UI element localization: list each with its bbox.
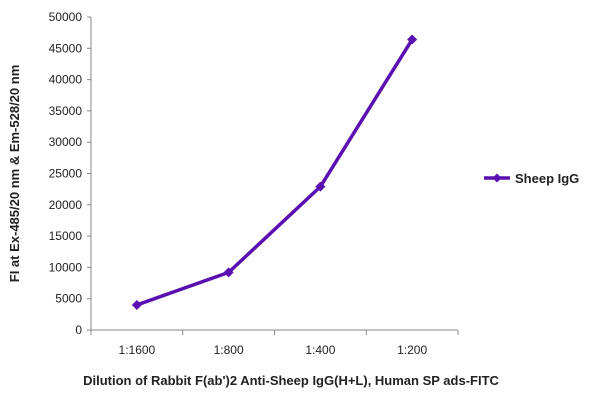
legend-marker-swatch [492,173,502,183]
y-tick-label: 30000 [49,135,83,149]
y-tick-label: 50000 [49,10,83,24]
x-tick-label: 1:1600 [119,343,156,357]
x-tick-label: 1:400 [305,343,335,357]
x-tick-label: 1:800 [214,343,244,357]
y-tick-label: 20000 [49,198,83,212]
series-line [136,38,414,307]
y-tick-label: 45000 [49,41,83,55]
y-tick-label: 15000 [49,229,83,243]
data-point-marker [131,299,142,310]
series-group [131,34,418,310]
legend: Sheep IgG [484,171,579,186]
legend-label: Sheep IgG [515,171,579,186]
data-point-marker [407,34,418,45]
x-axis-title: Dilution of Rabbit F(ab')2 Anti-Sheep Ig… [83,373,499,388]
y-tick-labels: 0 5000 10000 15000 20000 25000 30000 35000 40000… [49,10,91,337]
y-tick-label: 40000 [49,73,83,87]
y-tick-label: 25000 [49,167,83,181]
y-tick-label: 5000 [55,292,82,306]
y-tick-label: 35000 [49,104,83,118]
x-tick-label: 1:200 [397,343,427,357]
x-tick-labels: 1:1600 1:800 1:400 1:200 [90,330,459,357]
y-axis-title: FI at Ex-485/20 nm & Em-528/20 nm [7,65,22,282]
data-point-marker [315,181,326,192]
data-point-marker [223,267,234,278]
y-tick-label: 0 [75,323,82,337]
y-tick-label: 10000 [49,260,83,274]
